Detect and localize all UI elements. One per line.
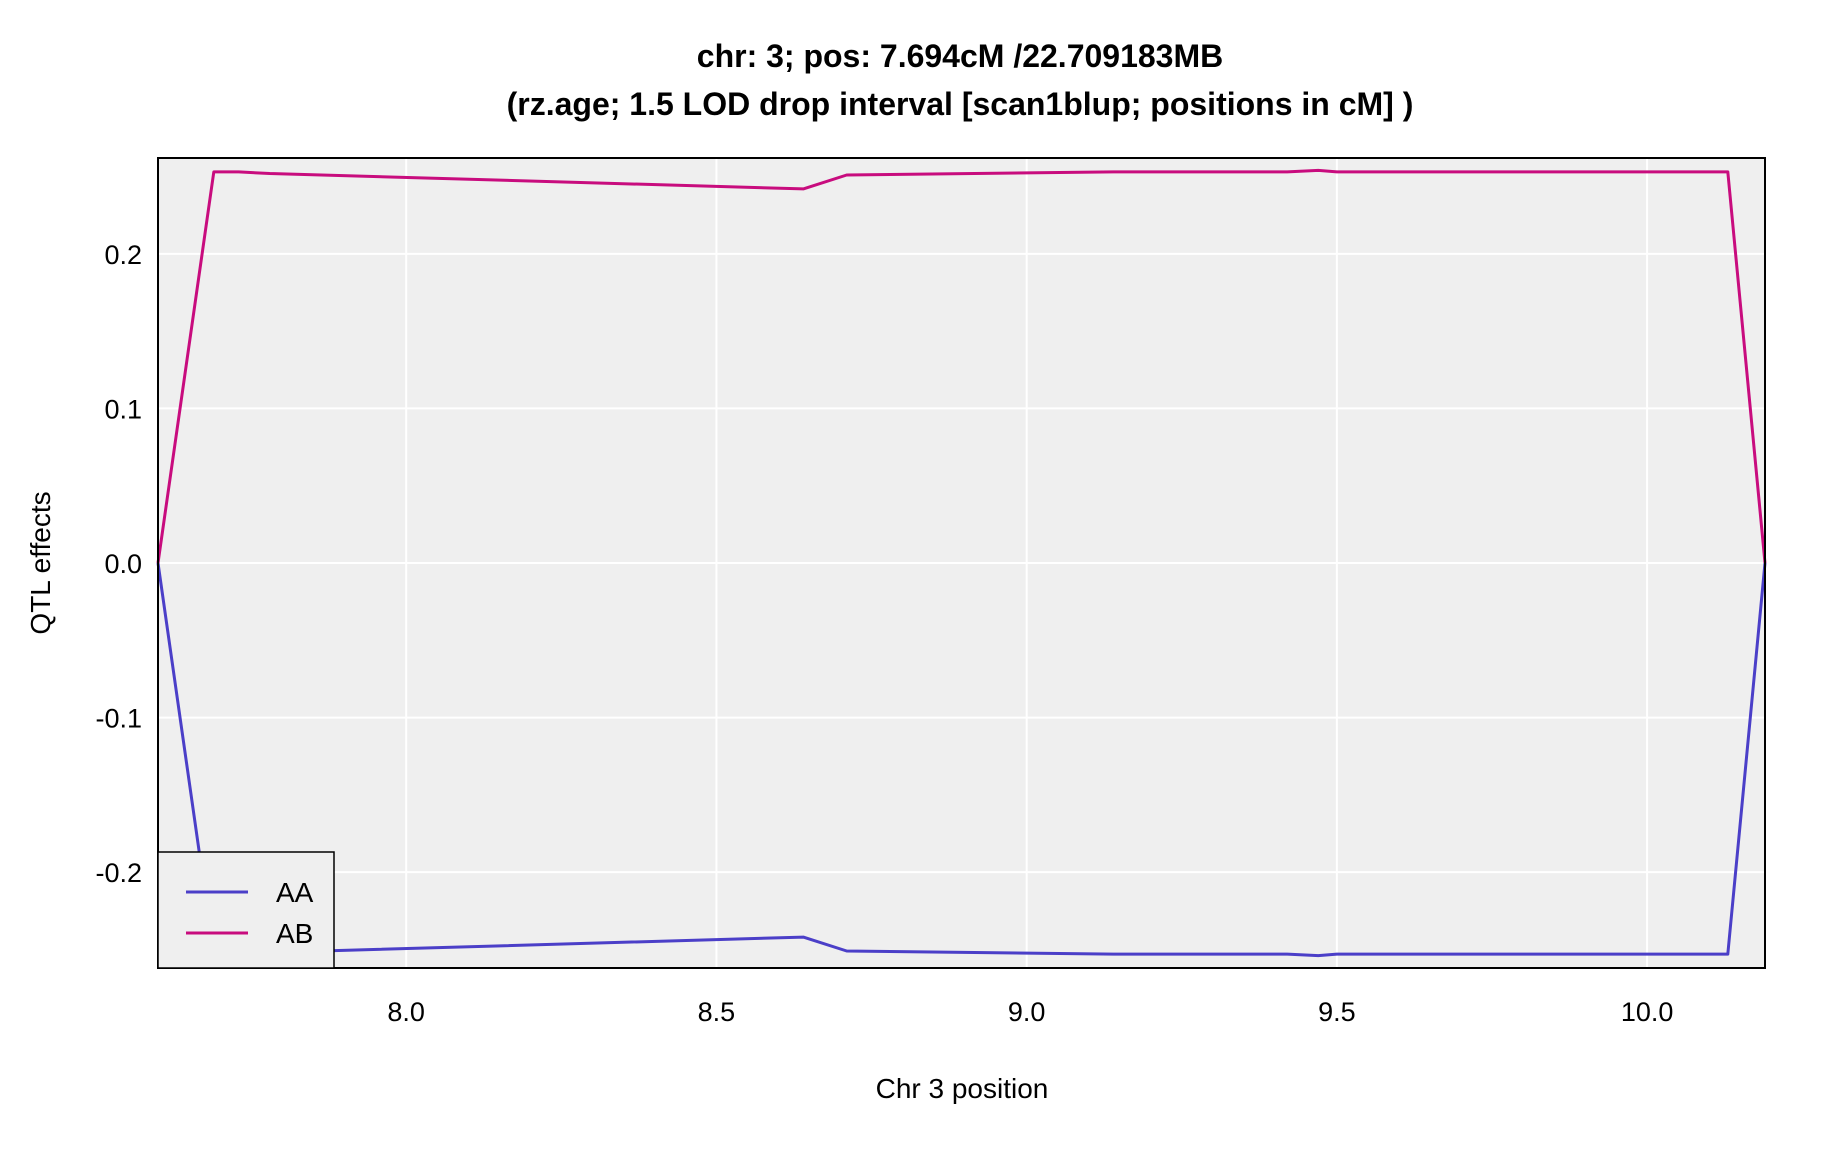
- chart-subtitle: (rz.age; 1.5 LOD drop interval [scan1blu…: [507, 86, 1414, 122]
- x-tick-label: 10.0: [1621, 997, 1674, 1027]
- y-tick-label: -0.2: [95, 858, 142, 888]
- legend-box: [157, 851, 335, 969]
- x-tick-label: 9.0: [1008, 997, 1046, 1027]
- plot-border: [157, 157, 1766, 969]
- x-axis-label: Chr 3 position: [876, 1073, 1049, 1104]
- legend: AA AB: [157, 851, 335, 969]
- y-tick-label: -0.1: [95, 704, 142, 734]
- series-line-ab: [156, 168, 1767, 564]
- chart-title: chr: 3; pos: 7.694cM /22.709183MB: [697, 38, 1223, 74]
- y-tick-label: 0.2: [104, 240, 142, 270]
- y-tick-label: 0.1: [104, 394, 142, 424]
- x-tick-label: 9.5: [1318, 997, 1356, 1027]
- legend-label-ab: AB: [276, 918, 313, 949]
- legend-label-aa: AA: [276, 877, 314, 908]
- y-axis-ticks: -0.2 -0.1 0.0 0.1 0.2: [95, 240, 142, 888]
- x-axis-ticks: 8.0 8.5 9.0 9.5 10.0: [387, 997, 1673, 1027]
- grid-lines: [158, 158, 1765, 968]
- y-tick-label: 0.0: [104, 549, 142, 579]
- x-tick-label: 8.5: [698, 997, 736, 1027]
- y-axis-label: QTL effects: [25, 491, 56, 634]
- x-tick-label: 8.0: [387, 997, 425, 1027]
